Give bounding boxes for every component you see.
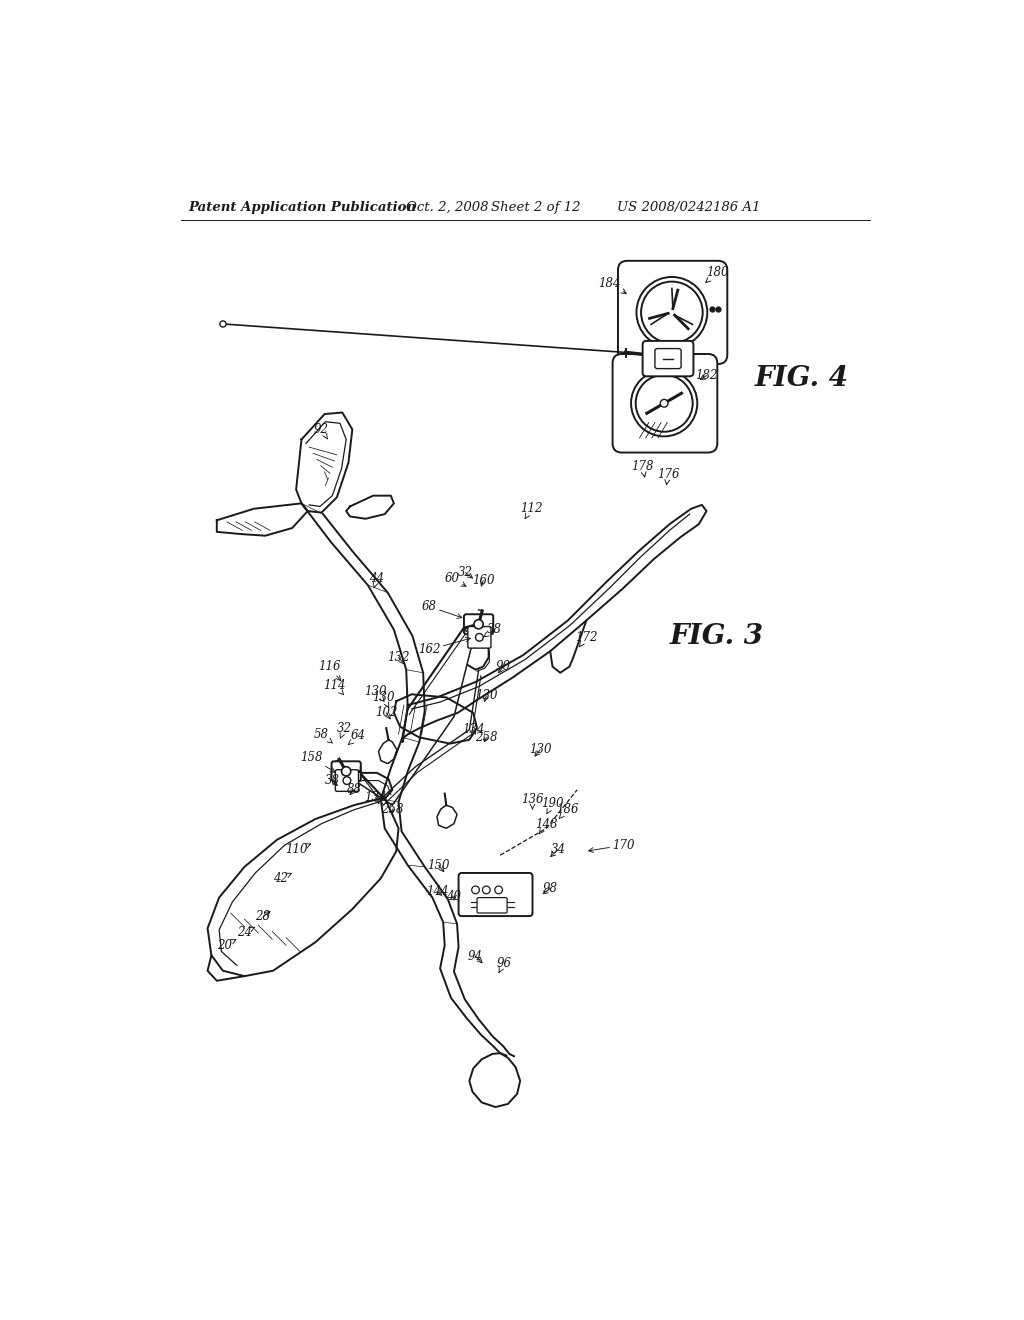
Text: 38: 38 bbox=[483, 623, 502, 638]
FancyBboxPatch shape bbox=[468, 627, 490, 648]
Text: 144: 144 bbox=[426, 884, 449, 898]
Text: FIG. 4: FIG. 4 bbox=[755, 364, 848, 392]
Text: US 2008/0242186 A1: US 2008/0242186 A1 bbox=[617, 201, 761, 214]
Text: 102: 102 bbox=[375, 706, 397, 719]
Text: 32: 32 bbox=[458, 566, 473, 579]
Text: 94: 94 bbox=[468, 949, 483, 962]
Text: 114: 114 bbox=[324, 678, 346, 694]
Text: 186: 186 bbox=[557, 803, 580, 818]
Text: 130: 130 bbox=[529, 743, 552, 756]
Text: 134: 134 bbox=[462, 723, 484, 737]
Text: 38: 38 bbox=[325, 774, 340, 787]
Text: 68: 68 bbox=[422, 601, 462, 618]
Text: Oct. 2, 2008: Oct. 2, 2008 bbox=[407, 201, 488, 214]
FancyBboxPatch shape bbox=[332, 762, 360, 781]
Circle shape bbox=[641, 281, 702, 343]
Text: 112: 112 bbox=[520, 502, 543, 519]
Text: 20: 20 bbox=[217, 939, 236, 952]
Text: 88: 88 bbox=[346, 783, 361, 796]
Text: 160: 160 bbox=[472, 574, 495, 587]
Text: 134: 134 bbox=[365, 791, 387, 804]
Text: 130: 130 bbox=[372, 690, 394, 708]
FancyBboxPatch shape bbox=[477, 898, 507, 913]
Text: 162: 162 bbox=[418, 638, 470, 656]
FancyBboxPatch shape bbox=[459, 873, 532, 916]
Text: Sheet 2 of 12: Sheet 2 of 12 bbox=[490, 201, 581, 214]
Text: 28: 28 bbox=[256, 911, 270, 924]
Circle shape bbox=[636, 375, 692, 432]
Text: 90: 90 bbox=[496, 660, 511, 673]
Text: 172: 172 bbox=[575, 631, 598, 647]
Circle shape bbox=[660, 400, 668, 407]
FancyBboxPatch shape bbox=[612, 354, 717, 453]
Text: 130: 130 bbox=[365, 685, 387, 701]
Text: 182: 182 bbox=[695, 370, 718, 381]
Text: 98: 98 bbox=[543, 882, 558, 895]
FancyBboxPatch shape bbox=[655, 348, 681, 368]
Text: 42: 42 bbox=[273, 871, 292, 884]
Text: 24: 24 bbox=[237, 925, 255, 939]
Circle shape bbox=[495, 886, 503, 894]
Text: 258: 258 bbox=[475, 731, 498, 744]
Text: Patent Application Publication: Patent Application Publication bbox=[188, 201, 417, 214]
Circle shape bbox=[475, 634, 483, 642]
Text: 58: 58 bbox=[314, 727, 333, 743]
Text: 96: 96 bbox=[497, 957, 512, 973]
Text: 34: 34 bbox=[551, 843, 565, 857]
Circle shape bbox=[342, 767, 351, 776]
Circle shape bbox=[472, 886, 479, 894]
Text: 136: 136 bbox=[521, 792, 544, 809]
Text: 92: 92 bbox=[314, 422, 329, 438]
Circle shape bbox=[220, 321, 226, 327]
Text: 190: 190 bbox=[542, 797, 564, 813]
Text: 130: 130 bbox=[475, 689, 498, 702]
Text: 180: 180 bbox=[706, 265, 728, 282]
Text: 148: 148 bbox=[536, 818, 558, 834]
Text: 32: 32 bbox=[337, 722, 352, 738]
Text: 132: 132 bbox=[387, 651, 410, 664]
Text: 258: 258 bbox=[381, 803, 403, 816]
Circle shape bbox=[474, 619, 483, 628]
Text: 44: 44 bbox=[370, 572, 384, 587]
FancyBboxPatch shape bbox=[643, 341, 693, 376]
Text: 158: 158 bbox=[300, 751, 335, 772]
Circle shape bbox=[482, 886, 490, 894]
Text: 64: 64 bbox=[348, 730, 366, 744]
Text: 60: 60 bbox=[444, 573, 466, 586]
Text: 184: 184 bbox=[598, 277, 627, 293]
FancyBboxPatch shape bbox=[464, 614, 494, 635]
FancyBboxPatch shape bbox=[617, 261, 727, 364]
Text: 110: 110 bbox=[285, 843, 310, 857]
FancyBboxPatch shape bbox=[336, 770, 358, 792]
Text: 150: 150 bbox=[427, 859, 450, 871]
Text: 170: 170 bbox=[589, 838, 635, 853]
Text: 176: 176 bbox=[656, 467, 679, 484]
Text: 40: 40 bbox=[446, 890, 462, 903]
Circle shape bbox=[343, 776, 351, 784]
Text: FIG. 3: FIG. 3 bbox=[670, 623, 764, 649]
Text: 178: 178 bbox=[632, 459, 654, 477]
Text: 116: 116 bbox=[318, 660, 341, 681]
